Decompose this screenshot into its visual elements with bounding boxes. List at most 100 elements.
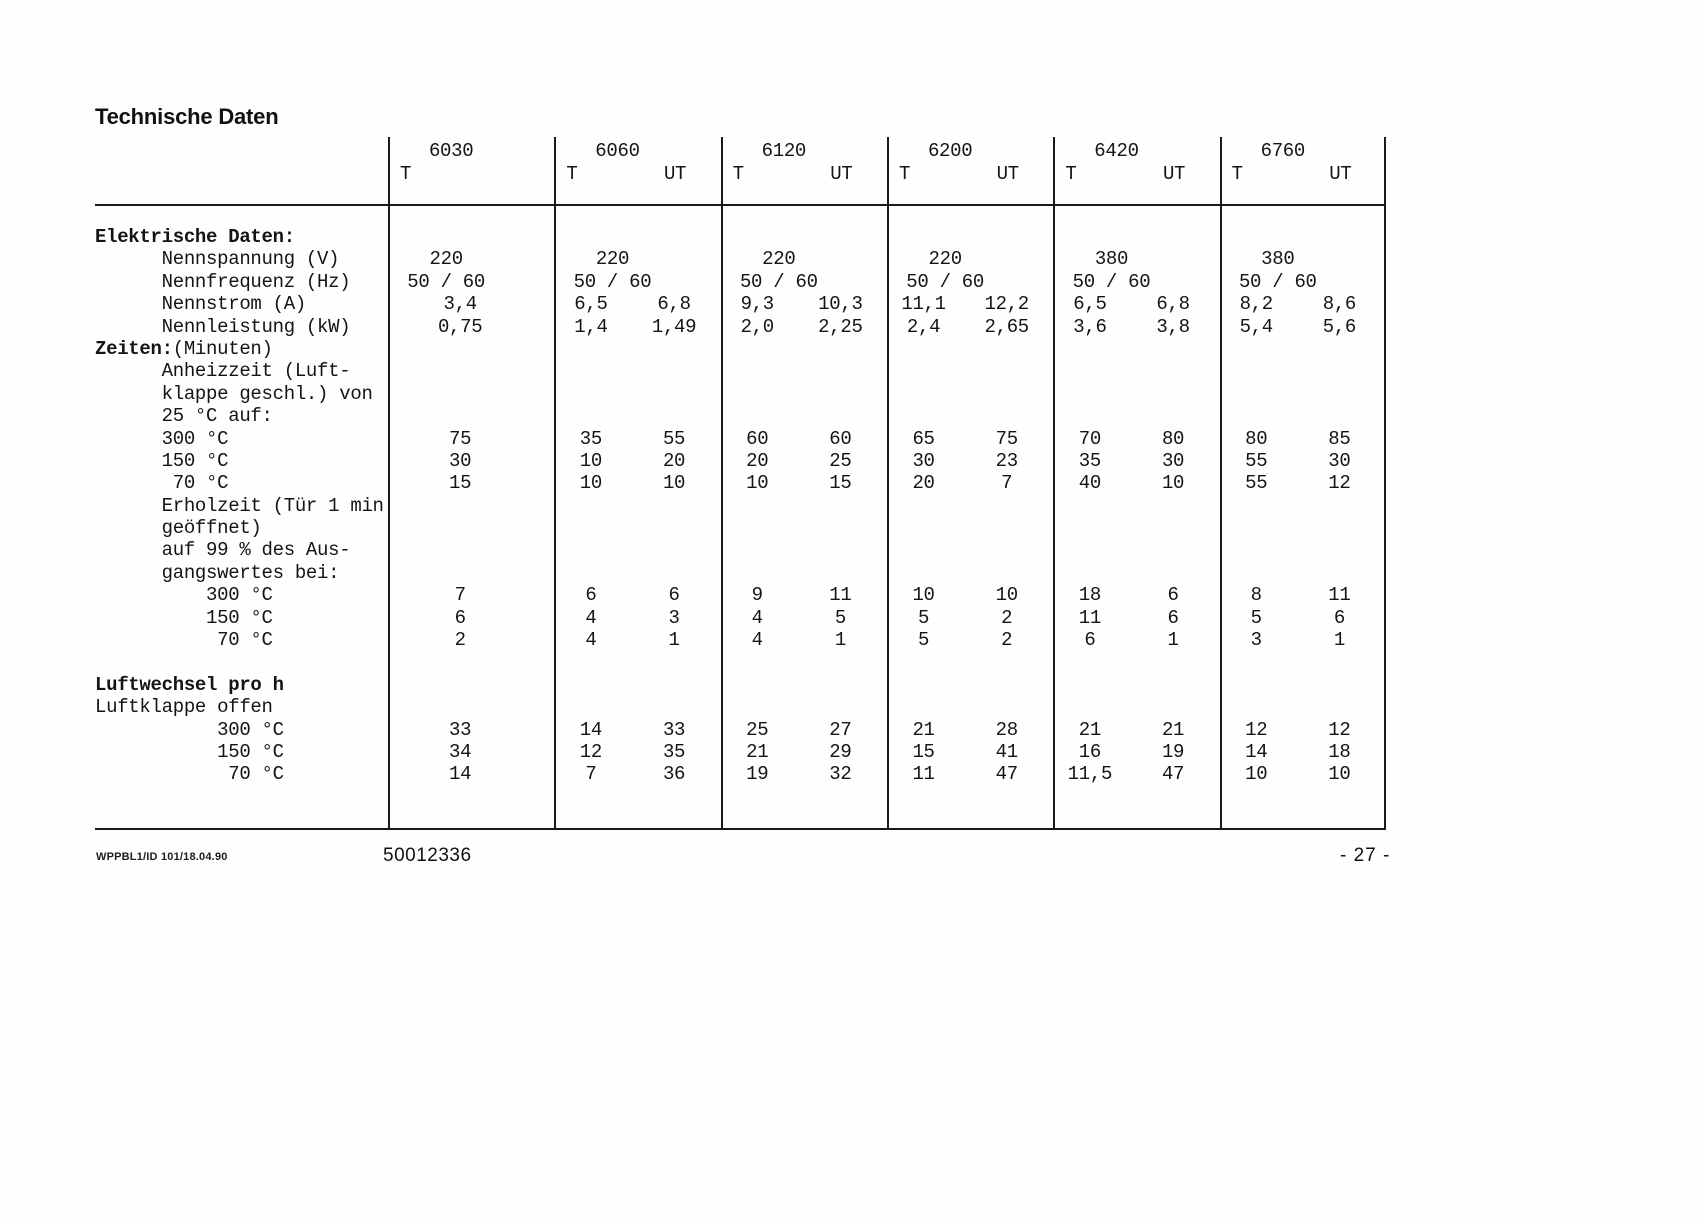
table-row: Erholzeit (Tür 1 min [95, 495, 1386, 517]
table-cell [554, 651, 720, 673]
cell-value-t: 7 [454, 584, 466, 607]
table-row: Anheizzeit (Luft- [95, 360, 1386, 382]
cell-value-t: 19 [746, 763, 769, 786]
cell-value-ut: 10 [662, 472, 686, 495]
cell-value-t: 4 [751, 606, 763, 629]
table-cell: 12 12 [1220, 719, 1386, 741]
cell-value-t: 35 [1078, 449, 1102, 472]
column-rule [554, 137, 557, 830]
cell-value-t: 11,5 [1067, 763, 1113, 786]
table-cell [887, 360, 1053, 382]
cell-value-t: 33 [449, 718, 472, 741]
model-subheader: T UT [1053, 163, 1219, 186]
model-header: 6030 T [388, 140, 554, 186]
table-cell [388, 539, 554, 561]
column-rule [388, 137, 390, 830]
table-cell: 9 11 [721, 584, 887, 606]
cell-value-ut: 2,25 [818, 315, 863, 338]
cell-value: 220 [595, 248, 630, 271]
cell-value-t: 16 [1078, 740, 1102, 763]
cell-value-t: 6 [1084, 629, 1096, 652]
table-row: 70 °C 14 7 36 19 32 11 47 11,5 47 10 10 [95, 763, 1386, 785]
model-header: 6120 T UT [721, 140, 887, 186]
table-cell: 18 6 [1053, 584, 1219, 606]
cell-value-ut: 75 [995, 427, 1019, 450]
cell-value-ut: 1 [1167, 629, 1179, 652]
page-title: Technische Daten [95, 104, 279, 129]
cell-value-ut: 60 [829, 427, 852, 450]
column-rule [1053, 137, 1056, 830]
column-rule [1219, 137, 1222, 830]
table-cell [388, 517, 554, 539]
cell-value-ut: 11 [829, 584, 852, 607]
table-cell: 14 18 [1220, 741, 1386, 763]
cell-value-ut: 55 [662, 427, 686, 450]
table-cell [388, 651, 554, 673]
cell-value-ut: 3 [668, 606, 680, 629]
table-cell: 1,4 1,49 [554, 316, 720, 338]
row-label: Luftklappe offen [95, 696, 273, 719]
table-cell [887, 562, 1053, 584]
table-cell [1220, 360, 1386, 382]
cell-value: 220 [762, 248, 796, 271]
table-row: gangswertes bei: [95, 562, 1386, 584]
table-cell: 220 [887, 248, 1053, 270]
table-cell: 50 / 60 [554, 271, 720, 293]
table-cell [388, 338, 554, 360]
cell-value: 220 [928, 248, 962, 271]
table-cell: 220 [554, 248, 720, 270]
table-cell [1220, 651, 1386, 673]
cell-value-ut: 12,2 [984, 293, 1030, 316]
cell-value-t: 4 [585, 606, 597, 629]
subcolumn-t-label: T [400, 163, 412, 185]
table-cell: 55 30 [1220, 450, 1386, 472]
table-cell [887, 539, 1053, 561]
table-cell: 30 [388, 450, 554, 472]
cell-value: 50 / 60 [906, 270, 984, 293]
model-name: 6060 [595, 140, 640, 162]
cell-value-t: 14 [449, 763, 472, 786]
cell-value-t: 9 [751, 584, 763, 607]
table-cell [1053, 517, 1219, 539]
model-name: 6030 [428, 140, 474, 162]
table-row: Luftklappe offen [95, 696, 1386, 718]
cell-value-t: 30 [912, 449, 935, 472]
table-cell [721, 562, 887, 584]
model-header: 6200 T UT [887, 140, 1053, 186]
table-cell [721, 495, 887, 517]
table-header: 6030 T 6060 T UT 6120 T UT 6200 T UT 6420 T UT 6760 T UT [95, 140, 1386, 186]
cell-value: 50 / 60 [1238, 270, 1317, 293]
cell-value-t: 6 [454, 606, 466, 629]
table-cell: 220 [721, 248, 887, 270]
table-cell: 9,3 10,3 [721, 293, 887, 315]
cell-value-t: 21 [1078, 718, 1102, 741]
table-cell [721, 517, 887, 539]
table-row: 150 °C 34 12 35 21 29 15 41 16 19 14 18 [95, 741, 1386, 763]
cell-value-ut: 6 [1167, 606, 1179, 629]
table-row: 150 °C 30 10 20 20 25 30 23 35 30 55 30 [95, 450, 1386, 472]
cell-value-ut: 19 [1161, 740, 1185, 763]
table-cell: 6 [388, 607, 554, 629]
model-header: 6760 T UT [1220, 140, 1386, 186]
cell-value-t: 40 [1078, 472, 1102, 495]
model-subheader: T UT [1220, 163, 1386, 186]
cell-value-t: 65 [912, 427, 935, 450]
row-label: Erholzeit (Tür 1 min [95, 494, 384, 517]
table-cell: 60 60 [721, 428, 887, 450]
table-cell [388, 226, 554, 248]
cell-value-ut: 1 [834, 629, 846, 652]
table-cell [554, 674, 720, 696]
cell-value-t: 35 [579, 427, 603, 450]
table-cell: 220 [388, 248, 554, 270]
cell-value: 380 [1094, 248, 1129, 271]
table-cell: 50 / 60 [887, 271, 1053, 293]
row-label: 150 °C [95, 606, 273, 629]
cell-value-t: 8,2 [1239, 293, 1274, 316]
cell-value-ut: 36 [662, 763, 686, 786]
table-cell [1053, 405, 1219, 427]
row-label [95, 651, 388, 673]
row-label: Anheizzeit (Luft- [95, 360, 351, 383]
header-spacer [95, 140, 388, 186]
